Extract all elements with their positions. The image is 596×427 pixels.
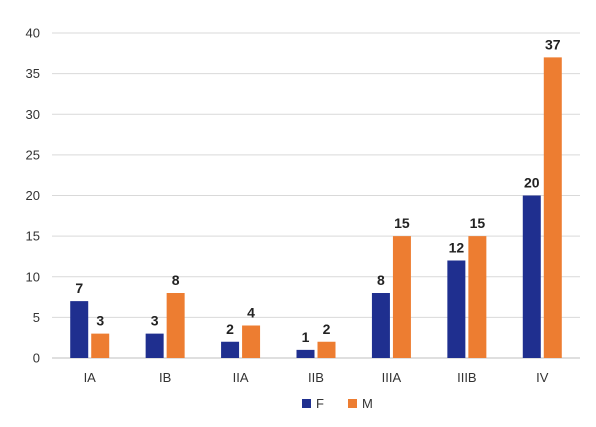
y-tick-label: 0: [33, 351, 40, 366]
data-label-f-iia: 2: [226, 321, 234, 337]
x-tick-label: IV: [536, 370, 549, 385]
legend-swatch-m: [348, 399, 357, 408]
y-tick-label: 10: [26, 269, 40, 284]
x-tick-label: IIB: [308, 370, 324, 385]
data-label-f-iib: 1: [302, 329, 310, 345]
bar-f-iia: [221, 341, 240, 358]
data-label-f-ia: 7: [75, 280, 83, 296]
bar-f-iiib: [447, 260, 466, 358]
bar-f-iib: [296, 349, 315, 358]
y-tick-label: 30: [26, 107, 40, 122]
data-label-f-ib: 3: [151, 313, 159, 329]
y-tick-label: 35: [26, 66, 40, 81]
data-label-m-iv: 37: [545, 36, 561, 52]
y-axis-ticks: 0 5 10 15 20 25 30 35 40: [26, 26, 40, 366]
bar-f-iv: [522, 195, 541, 358]
y-tick-label: 20: [26, 188, 40, 203]
x-axis-ticks: IA IB IIA IIB IIIA IIIB IV: [84, 370, 549, 385]
legend-swatch-f: [302, 399, 311, 408]
bar-m-ib: [166, 293, 185, 358]
y-tick-label: 15: [26, 229, 40, 244]
data-label-f-iiia: 8: [377, 272, 385, 288]
data-label-m-iib: 2: [323, 321, 331, 337]
x-tick-label: IIIB: [457, 370, 477, 385]
y-tick-label: 40: [26, 26, 40, 41]
bar-m-ia: [91, 333, 110, 358]
data-label-m-iiib: 15: [470, 215, 486, 231]
data-label-f-iv: 20: [524, 175, 540, 191]
x-tick-label: IB: [159, 370, 171, 385]
legend-label-f: F: [316, 396, 324, 411]
gridlines: [52, 32, 580, 359]
data-label-m-iiia: 15: [394, 215, 410, 231]
data-label-f-iiib: 12: [449, 240, 465, 256]
bar-m-iv: [543, 57, 562, 358]
data-label-m-ib: 8: [172, 272, 180, 288]
data-label-m-iia: 4: [247, 305, 255, 321]
bar-m-iiia: [392, 236, 411, 358]
bar-m-iiib: [468, 236, 487, 358]
bar-m-iib: [317, 341, 336, 358]
bar-m-iia: [242, 325, 261, 358]
bar-f-ib: [145, 333, 164, 358]
y-tick-label: 25: [26, 147, 40, 162]
y-tick-label: 5: [33, 310, 40, 325]
x-tick-label: IIIA: [382, 370, 402, 385]
legend-label-m: M: [362, 396, 373, 411]
bar-f-iiia: [371, 293, 390, 358]
x-tick-label: IA: [84, 370, 97, 385]
data-label-m-ia: 3: [96, 313, 104, 329]
bar-f-ia: [70, 301, 89, 358]
x-tick-label: IIA: [233, 370, 249, 385]
bars: [70, 57, 562, 358]
